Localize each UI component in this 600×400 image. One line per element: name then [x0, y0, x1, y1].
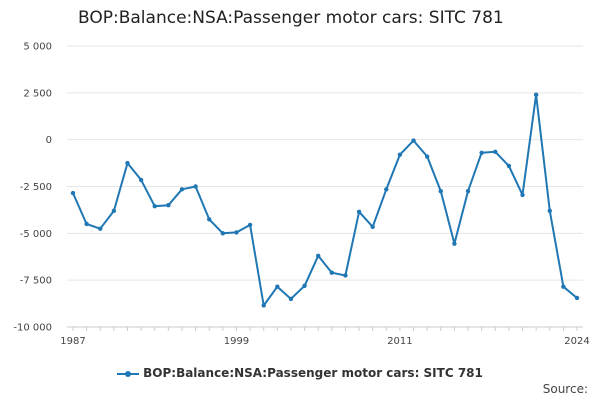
- data-point[interactable]: [315, 253, 321, 259]
- data-point[interactable]: [574, 295, 580, 301]
- legend-label: BOP:Balance:NSA:Passenger motor cars: SI…: [143, 366, 483, 380]
- data-point[interactable]: [356, 209, 362, 214]
- data-point[interactable]: [452, 241, 457, 246]
- data-point[interactable]: [179, 187, 185, 192]
- data-point[interactable]: [275, 284, 280, 289]
- grid-lines: [67, 45, 583, 281]
- data-point[interactable]: [207, 217, 212, 222]
- series: [70, 92, 580, 308]
- data-point[interactable]: [411, 138, 416, 143]
- data-point[interactable]: [98, 226, 103, 231]
- data-point[interactable]: [479, 150, 484, 155]
- chart-title: BOP:Balance:NSA:Passenger motor cars: SI…: [78, 8, 504, 28]
- data-point[interactable]: [438, 188, 443, 194]
- data-point[interactable]: [520, 192, 525, 198]
- legend-swatch: [117, 369, 140, 379]
- x-tick-label: 1999: [224, 336, 249, 347]
- y-tick-label: -10 000: [13, 323, 52, 334]
- data-point[interactable]: [343, 273, 348, 278]
- series-line: [72, 93, 578, 307]
- data-point[interactable]: [220, 231, 226, 236]
- y-tick-label: 0: [46, 135, 52, 146]
- data-point[interactable]: [166, 203, 171, 208]
- y-tick-label: -5 000: [20, 229, 52, 240]
- data-point[interactable]: [125, 160, 130, 166]
- data-point[interactable]: [247, 222, 253, 228]
- data-point[interactable]: [465, 188, 471, 194]
- data-point[interactable]: [424, 154, 430, 159]
- y-tick-label: 2 500: [23, 88, 52, 99]
- data-point[interactable]: [84, 221, 89, 227]
- legend[interactable]: BOP:Balance:NSA:Passenger motor cars: SI…: [0, 366, 600, 380]
- data-point[interactable]: [111, 208, 117, 214]
- data-point[interactable]: [533, 92, 539, 97]
- data-point[interactable]: [302, 283, 307, 288]
- data-point[interactable]: [370, 224, 375, 229]
- data-point[interactable]: [193, 184, 198, 189]
- data-point[interactable]: [234, 230, 239, 235]
- y-tick-label: -7 500: [20, 276, 52, 287]
- data-point[interactable]: [288, 296, 294, 302]
- data-point[interactable]: [384, 187, 389, 192]
- data-point[interactable]: [506, 163, 512, 169]
- source-label: Source:: [542, 382, 588, 396]
- data-point[interactable]: [261, 303, 266, 308]
- data-point[interactable]: [547, 208, 552, 214]
- y-tick-label: 5 000: [23, 42, 52, 53]
- data-point[interactable]: [397, 152, 403, 157]
- y-tick-label: -2 500: [20, 182, 52, 193]
- x-tick-label: 2024: [564, 336, 589, 347]
- data-point[interactable]: [152, 203, 157, 209]
- axes: 5 000 2 500 0 -2 500 -5 000 -7 500 -10 000 1987…: [13, 42, 589, 348]
- x-tick-label: 1987: [60, 336, 85, 347]
- data-point[interactable]: [138, 177, 144, 183]
- data-point[interactable]: [70, 190, 76, 196]
- data-point[interactable]: [329, 270, 335, 275]
- data-point[interactable]: [561, 284, 566, 289]
- data-point[interactable]: [493, 149, 498, 155]
- x-tick-label: 2011: [387, 336, 412, 347]
